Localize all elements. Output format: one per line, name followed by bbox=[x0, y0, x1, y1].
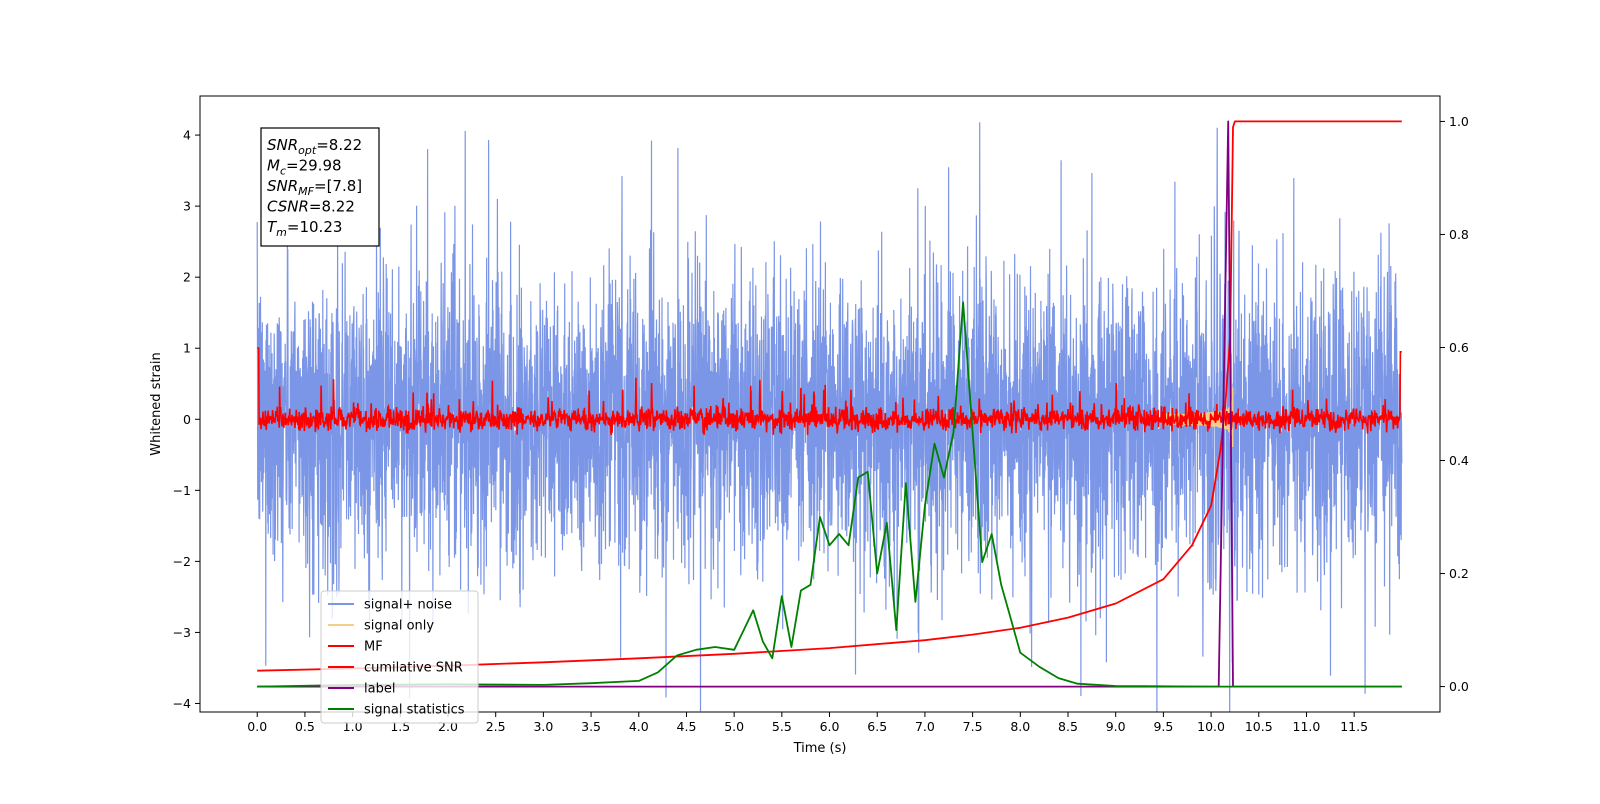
y-tick-label: 3 bbox=[183, 199, 191, 214]
series-cumulative-snr bbox=[257, 120, 1402, 672]
series-signal-statistics bbox=[257, 301, 1402, 688]
info-subscript: m bbox=[276, 226, 287, 239]
info-symbol: SNR bbox=[267, 136, 298, 154]
y-tick-label: 1 bbox=[183, 341, 191, 356]
info-value: =8.22 bbox=[309, 198, 355, 216]
x-tick-label: 5.5 bbox=[772, 719, 792, 734]
x-tick-label: 3.0 bbox=[533, 719, 553, 734]
x-tick-label: 0.0 bbox=[247, 719, 267, 734]
info-box-line: Mc=29.98 bbox=[267, 157, 342, 178]
x-tick-label: 9.0 bbox=[1106, 719, 1126, 734]
y2-tick-label: 0.2 bbox=[1449, 566, 1469, 581]
info-box-line: SNRMF=[7.8] bbox=[267, 177, 362, 198]
cumulative-snr-line bbox=[257, 120, 1402, 672]
y2-tick-label: 0.0 bbox=[1449, 679, 1469, 694]
info-box-line: Tm=10.23 bbox=[267, 218, 342, 239]
x-tick-label: 11.0 bbox=[1293, 719, 1321, 734]
info-box-line: SNRopt=8.22 bbox=[267, 136, 362, 157]
signal-noise-line bbox=[256, 122, 1403, 712]
legend-label: cumilative SNR bbox=[364, 661, 463, 676]
y-tick-label: −3 bbox=[173, 625, 191, 640]
info-value: =8.22 bbox=[316, 136, 362, 154]
info-box-line: CSNR=8.22 bbox=[267, 198, 355, 216]
legend-label: signal+ noise bbox=[364, 598, 452, 613]
x-tick-label: 3.5 bbox=[581, 719, 601, 734]
x-tick-label: 10.0 bbox=[1197, 719, 1225, 734]
x-tick-label: 5.0 bbox=[724, 719, 744, 734]
x-tick-label: 7.5 bbox=[963, 719, 983, 734]
legend-label: signal statistics bbox=[364, 703, 465, 718]
y-axis-label: Whitened strain bbox=[149, 352, 164, 455]
y2-tick-label: 0.8 bbox=[1449, 227, 1469, 242]
series-mf bbox=[257, 347, 1402, 435]
x-tick-label: 9.5 bbox=[1153, 719, 1173, 734]
x-tick-label: 4.0 bbox=[629, 719, 649, 734]
info-value: =10.23 bbox=[287, 218, 343, 236]
y-tick-label: −2 bbox=[173, 554, 191, 569]
info-value: =29.98 bbox=[286, 157, 342, 175]
series-signal-noise bbox=[256, 122, 1403, 712]
y-tick-label: 0 bbox=[183, 412, 191, 427]
y-tick-label: 2 bbox=[183, 270, 191, 285]
x-tick-label: 6.5 bbox=[867, 719, 887, 734]
plot-area bbox=[256, 120, 1403, 712]
mf-line bbox=[257, 347, 1402, 435]
legend: signal+ noise signal only MF cumilative SNR… bbox=[320, 590, 479, 724]
legend-label: label bbox=[364, 682, 395, 697]
x-tick-label: 11.5 bbox=[1340, 719, 1368, 734]
y2-tick-label: 0.4 bbox=[1449, 453, 1469, 468]
legend-label: MF bbox=[364, 640, 383, 655]
x-tick-label: 4.5 bbox=[677, 719, 697, 734]
legend-label: signal only bbox=[364, 619, 434, 634]
y-axis-left: 4 3 2 1 0 −1 −2 −3 −4 bbox=[173, 128, 200, 711]
info-box-frame bbox=[260, 127, 380, 247]
y2-tick-label: 0.6 bbox=[1449, 340, 1469, 355]
x-tick-label: 2.5 bbox=[486, 719, 506, 734]
info-subscript: opt bbox=[298, 144, 317, 157]
signal-statistics-line bbox=[257, 301, 1402, 688]
x-axis-label: Time (s) bbox=[793, 741, 847, 756]
x-tick-label: 10.5 bbox=[1245, 719, 1273, 734]
info-subscript: c bbox=[280, 165, 286, 178]
x-tick-label: 7.0 bbox=[915, 719, 935, 734]
x-tick-label: 6.0 bbox=[820, 719, 840, 734]
y-tick-label: −4 bbox=[173, 696, 191, 711]
y-tick-label: 4 bbox=[183, 128, 191, 143]
y2-tick-label: 1.0 bbox=[1449, 114, 1469, 129]
legend-frame bbox=[320, 590, 479, 724]
info-symbol: T bbox=[267, 218, 278, 236]
info-subscript: MF bbox=[298, 185, 314, 198]
info-box: SNRopt=8.22Mc=29.98SNRMF=[7.8]CSNR=8.22T… bbox=[260, 127, 380, 247]
x-tick-label: 8.5 bbox=[1058, 719, 1078, 734]
y-axis-right: 1.0 0.8 0.6 0.4 0.2 0.0 bbox=[1440, 114, 1469, 694]
info-value: =[7.8] bbox=[314, 177, 362, 195]
x-tick-label: 8.0 bbox=[1010, 719, 1030, 734]
info-symbol: M bbox=[267, 157, 280, 175]
y-tick-label: −1 bbox=[173, 483, 191, 498]
axes-frame bbox=[199, 95, 1441, 713]
info-symbol: CSNR bbox=[267, 198, 309, 216]
x-tick-label: 0.5 bbox=[295, 719, 315, 734]
info-symbol: SNR bbox=[267, 177, 298, 195]
